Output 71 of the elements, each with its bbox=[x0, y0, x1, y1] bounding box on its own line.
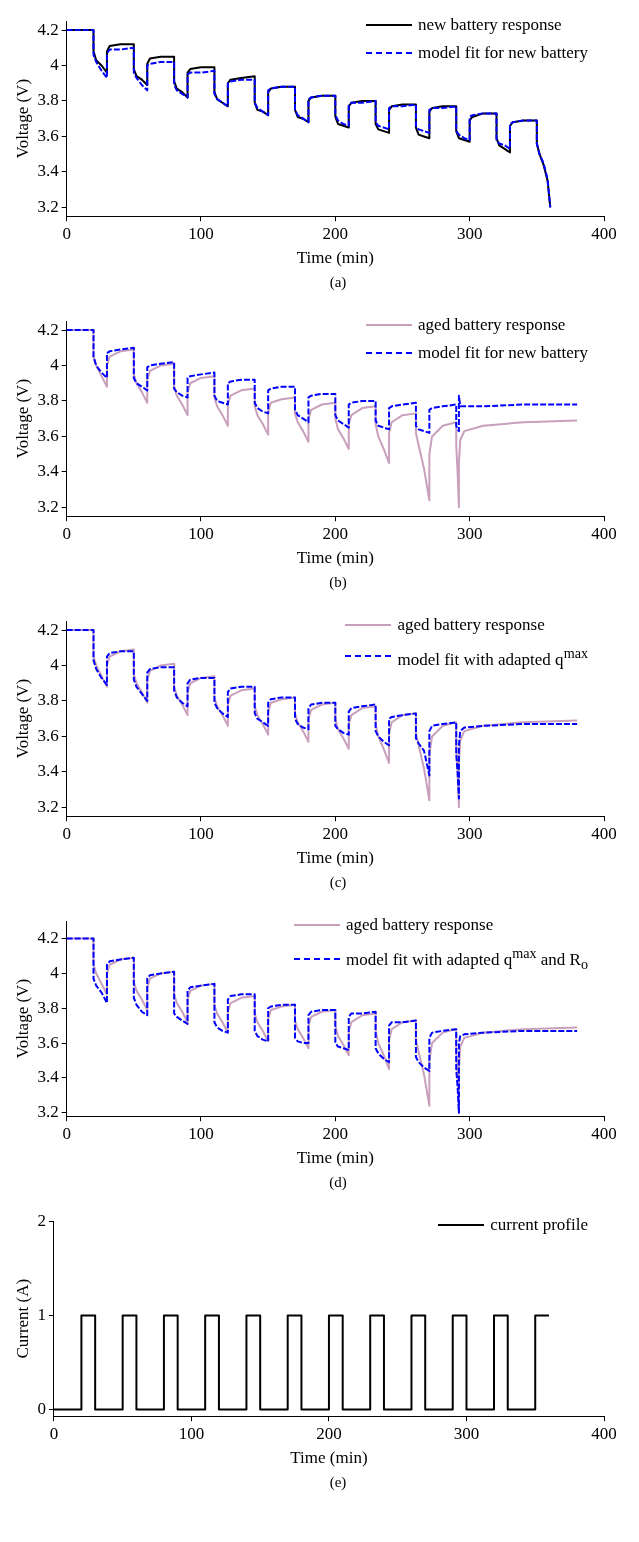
y-tick-label: 3.8 bbox=[37, 90, 59, 110]
y-axis-title: Voltage (V) bbox=[12, 678, 32, 759]
legend-label: aged battery response bbox=[345, 914, 494, 936]
x-tick-label: 300 bbox=[453, 1423, 480, 1443]
x-tick-label: 400 bbox=[591, 523, 617, 543]
x-tick-label: 100 bbox=[188, 1123, 214, 1143]
x-tick-label: 200 bbox=[322, 523, 349, 543]
y-tick-label: 3.4 bbox=[37, 461, 60, 481]
y-axis-title: Current (A) bbox=[12, 1278, 32, 1359]
y-tick-label: 3.8 bbox=[37, 390, 59, 410]
y-tick-label: 3.6 bbox=[37, 1032, 59, 1052]
x-tick-label: 200 bbox=[316, 1423, 342, 1443]
text: (c) bbox=[328, 874, 348, 891]
text: (b) bbox=[328, 574, 348, 591]
x-axis-title: Time (min) bbox=[296, 848, 374, 868]
y-tick-label: 3.2 bbox=[37, 796, 59, 816]
y-axis-title: Voltage (V) bbox=[12, 978, 32, 1059]
y-axis-title: Voltage (V) bbox=[12, 78, 32, 159]
x-axis-title: Time (min) bbox=[296, 248, 374, 268]
legend-label: model fit for new battery bbox=[418, 342, 588, 364]
y-tick-label: 4 bbox=[50, 962, 60, 982]
legend-label: new battery response bbox=[418, 14, 562, 36]
text: (e) bbox=[328, 1474, 348, 1491]
y-tick-label: 3.2 bbox=[37, 196, 59, 216]
y-tick-label: 3.6 bbox=[37, 725, 59, 745]
y-axis-title: Voltage (V) bbox=[12, 378, 32, 459]
legend-label: aged battery response bbox=[418, 314, 566, 336]
y-tick-label: 3.2 bbox=[37, 1102, 59, 1122]
y-tick-label: 4 bbox=[50, 354, 60, 374]
x-axis-title: Time (min) bbox=[296, 548, 374, 568]
x-tick-label: 100 bbox=[188, 523, 214, 543]
y-tick-label: 3.8 bbox=[37, 997, 59, 1017]
x-tick-label: 300 bbox=[456, 223, 483, 243]
x-tick-label: 300 bbox=[456, 523, 483, 543]
legend-label: current profile bbox=[490, 1214, 588, 1236]
x-tick-label: 200 bbox=[322, 823, 349, 843]
x-tick-label: 300 bbox=[456, 823, 483, 843]
y-tick-label: 3.4 bbox=[37, 761, 60, 781]
y-tick-label: 2 bbox=[37, 1210, 46, 1230]
text: (d) bbox=[328, 1174, 348, 1191]
x-tick-label: 100 bbox=[188, 223, 214, 243]
y-tick-label: 3.6 bbox=[37, 125, 59, 145]
x-tick-label: 200 bbox=[322, 1123, 349, 1143]
x-axis-title: Time (min) bbox=[290, 1448, 368, 1468]
legend-label: model fit with adapted q$^{max}$ bbox=[397, 644, 588, 671]
y-tick-label: 3.4 bbox=[37, 161, 60, 181]
text: (a) bbox=[328, 274, 348, 291]
x-tick-label: 400 bbox=[591, 823, 617, 843]
x-tick-label: 400 bbox=[591, 223, 617, 243]
y-tick-label: 4.2 bbox=[37, 619, 59, 639]
y-tick-label: 3.4 bbox=[37, 1067, 60, 1087]
y-tick-label: 4.2 bbox=[37, 928, 59, 948]
y-tick-label: 3.2 bbox=[37, 496, 59, 516]
x-tick-label: 100 bbox=[178, 1423, 205, 1443]
x-tick-label: 300 bbox=[456, 1123, 483, 1143]
x-axis-title: Time (min) bbox=[296, 1148, 374, 1168]
y-tick-label: 4 bbox=[50, 54, 60, 74]
x-tick-label: 200 bbox=[322, 223, 349, 243]
x-tick-label: 100 bbox=[188, 823, 214, 843]
x-tick-label: 400 bbox=[591, 1123, 617, 1143]
legend-label: aged battery response bbox=[397, 614, 545, 636]
y-tick-label: 4 bbox=[50, 654, 60, 674]
legend-label: model fit with adapted q$^{max}$ and R$_{o}$ bbox=[345, 944, 588, 975]
y-tick-label: 3.6 bbox=[37, 425, 59, 445]
x-tick-label: 400 bbox=[591, 1423, 617, 1443]
y-tick-label: 0 bbox=[37, 1399, 46, 1419]
y-tick-label: 1 bbox=[37, 1304, 46, 1324]
y-tick-label: 3.8 bbox=[37, 690, 59, 710]
y-tick-label: 4.2 bbox=[37, 319, 59, 339]
y-tick-label: 4.2 bbox=[37, 19, 59, 39]
legend-label: model fit for new battery bbox=[418, 42, 588, 64]
